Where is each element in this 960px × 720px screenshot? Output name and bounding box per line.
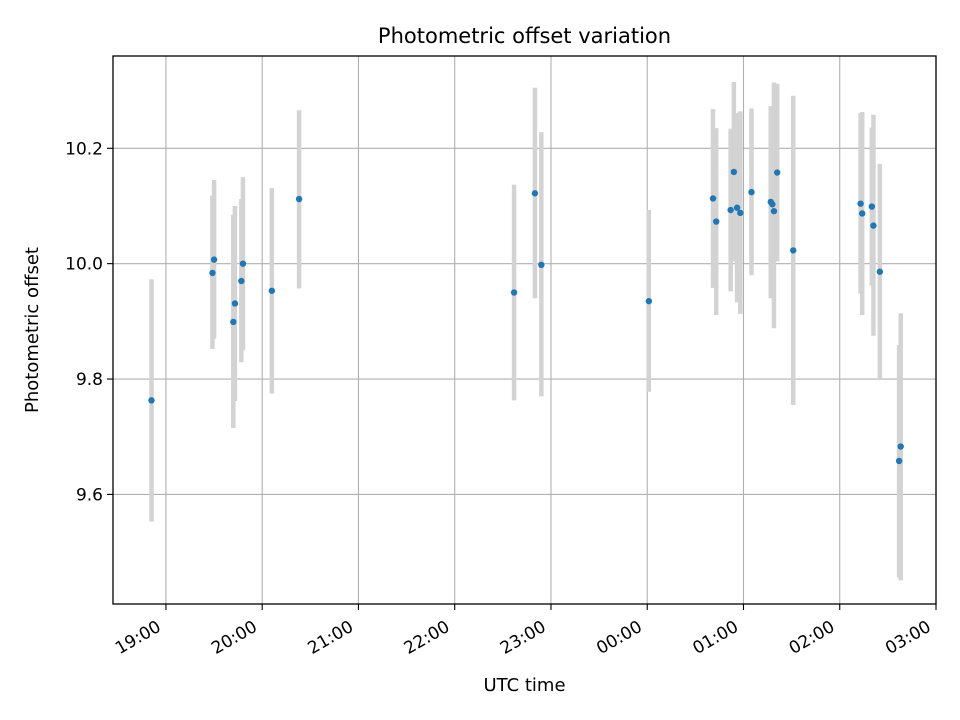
x-axis-label: UTC time [483, 675, 565, 696]
data-point [790, 247, 797, 254]
data-point [510, 289, 518, 296]
data-point [857, 200, 864, 207]
data-point [870, 222, 877, 229]
data-point [897, 443, 904, 450]
data-point [238, 277, 245, 285]
data-point [230, 318, 237, 326]
data-point [210, 256, 218, 263]
data-point [709, 195, 717, 202]
data-point [733, 204, 741, 211]
data-point [538, 261, 545, 269]
data-point [895, 457, 903, 465]
data-point [770, 207, 778, 215]
data-point [645, 297, 653, 305]
y-tick-label: 10.2 [65, 139, 103, 159]
data-point [531, 190, 539, 197]
data-point [295, 195, 303, 203]
data-point [239, 260, 247, 267]
data-point [868, 203, 876, 210]
data-point [730, 168, 738, 176]
chart-title: Photometric offset variation [378, 24, 671, 48]
data-point [713, 218, 720, 225]
y-axis-label: Photometric offset [22, 247, 43, 413]
data-point [748, 188, 755, 196]
y-tick-label: 9.8 [76, 370, 103, 390]
data-point [773, 169, 781, 176]
data-point [769, 201, 776, 208]
data-point [737, 209, 744, 217]
data-point [268, 287, 276, 294]
data-point [859, 210, 866, 217]
y-tick-label: 9.6 [76, 485, 103, 505]
y-tick-label: 10.0 [65, 255, 103, 275]
axes-frame [112, 55, 937, 605]
data-point [727, 206, 734, 214]
data-point [209, 269, 216, 277]
data-point [148, 397, 155, 404]
data-point [876, 268, 884, 275]
data-point [231, 300, 239, 307]
data-point-layer [148, 168, 904, 465]
